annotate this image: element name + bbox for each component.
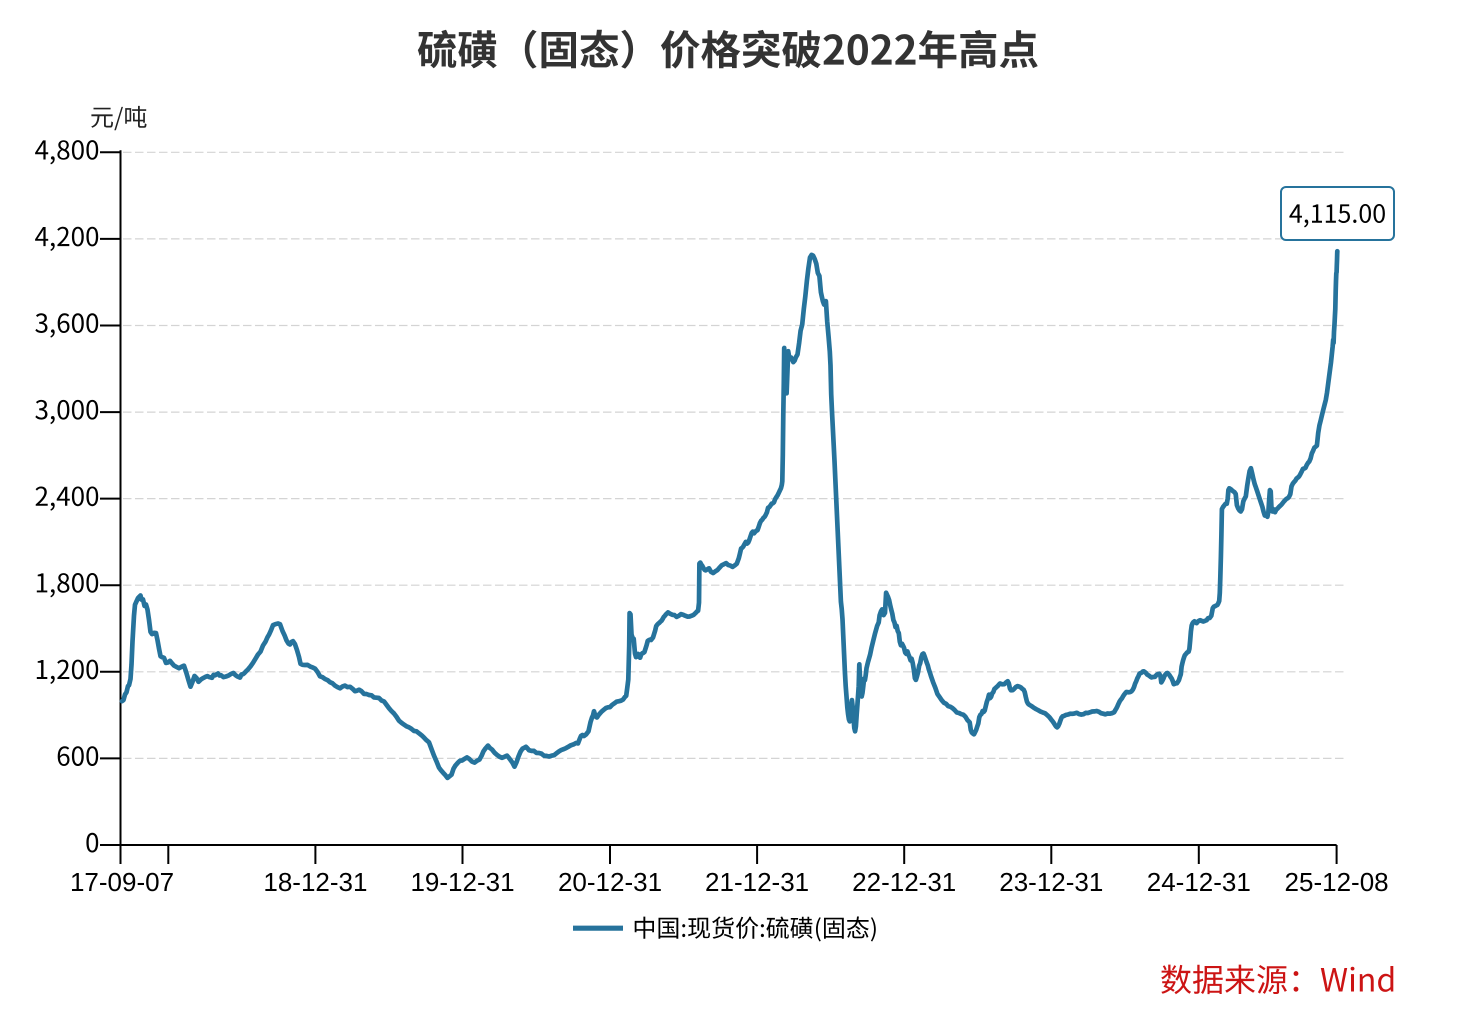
svg-text:19-12-31: 19-12-31	[410, 867, 514, 897]
svg-text:17-09-07: 17-09-07	[70, 867, 174, 897]
svg-text:20-12-31: 20-12-31	[558, 867, 662, 897]
svg-text:24-12-31: 24-12-31	[1147, 867, 1251, 897]
svg-text:21-12-31: 21-12-31	[705, 867, 809, 897]
svg-text:22-12-31: 22-12-31	[852, 867, 956, 897]
svg-text:25-12-08: 25-12-08	[1285, 867, 1389, 897]
svg-text:23-12-31: 23-12-31	[999, 867, 1103, 897]
svg-text:18-12-31: 18-12-31	[263, 867, 367, 897]
